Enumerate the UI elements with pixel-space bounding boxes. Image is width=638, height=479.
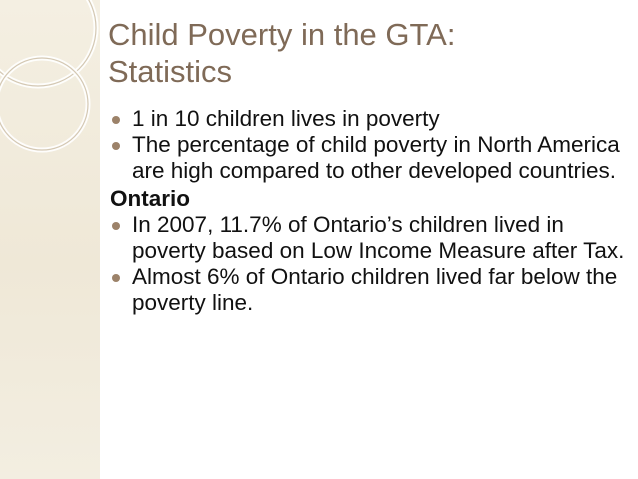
bullet-text: 1 in 10 children lives in poverty [132, 106, 440, 131]
bullet-icon [112, 274, 120, 282]
bullet-item: 1 in 10 children lives in poverty [110, 106, 630, 132]
bullet-icon [112, 116, 120, 124]
bullet-item: In 2007, 11.7% of Ontario’s children liv… [110, 212, 630, 264]
bullet-icon [112, 222, 120, 230]
title-line-2: Statistics [108, 54, 233, 89]
bullet-item: Almost 6% of Ontario children lived far … [110, 264, 630, 316]
slide-title: Child Poverty in the GTA: Statistics [108, 16, 628, 90]
bullet-icon [112, 142, 120, 150]
section-heading: Ontario [110, 186, 191, 211]
bullet-text: The percentage of child poverty in North… [132, 132, 620, 183]
bullet-text: In 2007, 11.7% of Ontario’s children liv… [132, 212, 625, 263]
body-content: 1 in 10 children lives in poverty The pe… [110, 106, 630, 316]
bullet-item: The percentage of child poverty in North… [110, 132, 630, 184]
title-line-1: Child Poverty in the GTA: [108, 17, 456, 52]
decorative-circles [0, 0, 99, 153]
bullet-text: Almost 6% of Ontario children lived far … [132, 264, 618, 315]
